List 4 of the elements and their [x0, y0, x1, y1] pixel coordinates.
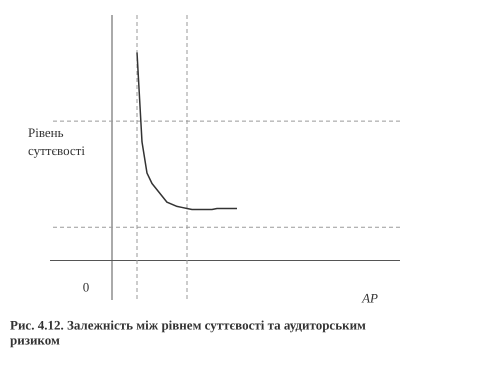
text: AP	[361, 290, 378, 306]
y-axis-title: Рівень суттєвості	[28, 125, 86, 158]
text: Рис. 4.12. Залежність між рівнем суттєвості та аудиторським ризиком	[10, 317, 366, 348]
text: 0	[82, 279, 90, 294]
